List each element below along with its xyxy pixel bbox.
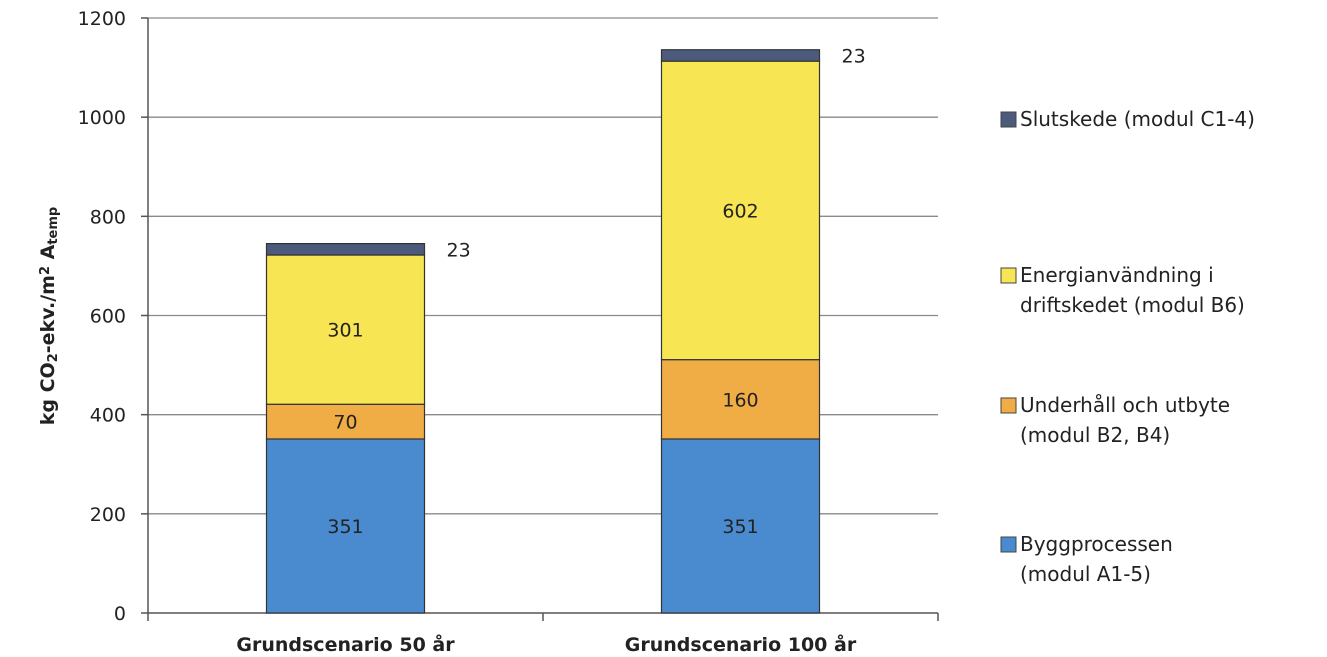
data-label: 160 [722, 389, 758, 411]
data-label: 23 [842, 46, 866, 68]
bar-segment [265, 243, 426, 256]
legend-label: Energianvändning i [1020, 263, 1214, 287]
legend-swatch [1000, 397, 1017, 414]
legend: Slutskede (modul C1-4) Energianvändning i… [1000, 107, 1255, 586]
y-axis-title-part: temp [46, 207, 61, 245]
data-label: 70 [333, 412, 357, 434]
y-tick-label: 200 [90, 504, 126, 526]
data-label: 602 [722, 200, 758, 222]
legend-swatch [1000, 111, 1017, 128]
y-tick-label: 400 [90, 405, 126, 427]
bar-segment [265, 438, 426, 614]
x-tick-label: Grundscenario 100 år [625, 632, 857, 656]
axes: 0 200 400 600 800 1000 1200 Grundscenario 50 år… [78, 8, 939, 656]
y-tick-label: 800 [90, 206, 126, 228]
legend-label: (modul B2, B4) [1020, 423, 1170, 447]
legend-label: Slutskede (modul C1-4) [1020, 107, 1255, 131]
data-labels: 351 70 301 23 351 160 602 23 [327, 46, 865, 538]
y-tick-label: 0 [114, 603, 126, 625]
data-label: 351 [327, 516, 363, 538]
data-label: 23 [447, 240, 471, 262]
y-axis-title-part: 2 [38, 266, 53, 275]
y-axis-title: kg CO2-ekv./m2 Atemp [37, 207, 61, 425]
y-tick-label: 1000 [78, 107, 126, 129]
x-tick-label: Grundscenario 50 år [236, 632, 455, 656]
y-axis-title-part: A [37, 244, 59, 266]
bar-segment [265, 254, 426, 405]
legend-swatch [1000, 267, 1017, 284]
legend-swatch [1000, 536, 1017, 553]
data-label: 351 [722, 516, 758, 538]
y-tick-label: 1200 [78, 8, 126, 30]
y-tick-label: 600 [90, 306, 126, 328]
bar-segment [660, 438, 821, 614]
bar-segment [265, 403, 426, 440]
y-axis-title-part: kg CO [37, 362, 59, 425]
legend-label: driftskedet (modul B6) [1020, 293, 1245, 317]
legend-label: Byggprocessen [1020, 532, 1173, 556]
data-label: 301 [327, 320, 363, 342]
y-axis-title-part: 2 [46, 353, 61, 362]
bar-segment [660, 60, 821, 361]
legend-label: (modul A1-5) [1020, 562, 1151, 586]
y-axis-title-part: -ekv./m [37, 275, 59, 353]
bars [265, 49, 821, 614]
legend-label: Underhåll och utbyte [1020, 393, 1230, 417]
y-axis-label: kg CO2-ekv./m2 Atemp [37, 207, 61, 425]
bar-segment [660, 359, 821, 440]
bar-segment [660, 49, 821, 62]
